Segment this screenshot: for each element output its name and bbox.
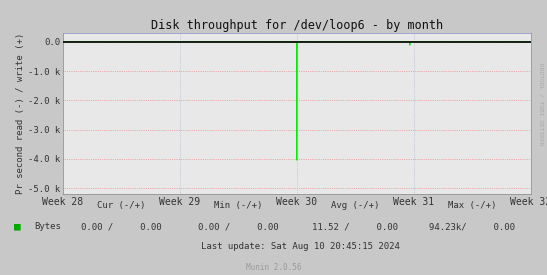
Text: Bytes: Bytes [34, 222, 61, 231]
Title: Disk throughput for /dev/loop6 - by month: Disk throughput for /dev/loop6 - by mont… [150, 19, 443, 32]
Text: Munin 2.0.56: Munin 2.0.56 [246, 263, 301, 272]
Text: 0.00 /     0.00: 0.00 / 0.00 [81, 222, 162, 231]
Text: Last update: Sat Aug 10 20:45:15 2024: Last update: Sat Aug 10 20:45:15 2024 [201, 242, 400, 251]
Text: Cur (-/+): Cur (-/+) [97, 201, 146, 210]
Text: 11.52 /     0.00: 11.52 / 0.00 [312, 222, 398, 231]
Text: Max (-/+): Max (-/+) [448, 201, 496, 210]
Text: 0.00 /     0.00: 0.00 / 0.00 [198, 222, 278, 231]
Y-axis label: Pr second read (-) / write (+): Pr second read (-) / write (+) [16, 33, 25, 194]
Text: Avg (-/+): Avg (-/+) [331, 201, 380, 210]
Text: 94.23k/     0.00: 94.23k/ 0.00 [429, 222, 515, 231]
Text: Min (-/+): Min (-/+) [214, 201, 263, 210]
Text: RRDTOOL / TOBI OETIKER: RRDTOOL / TOBI OETIKER [538, 63, 543, 146]
Text: ■: ■ [14, 222, 20, 232]
